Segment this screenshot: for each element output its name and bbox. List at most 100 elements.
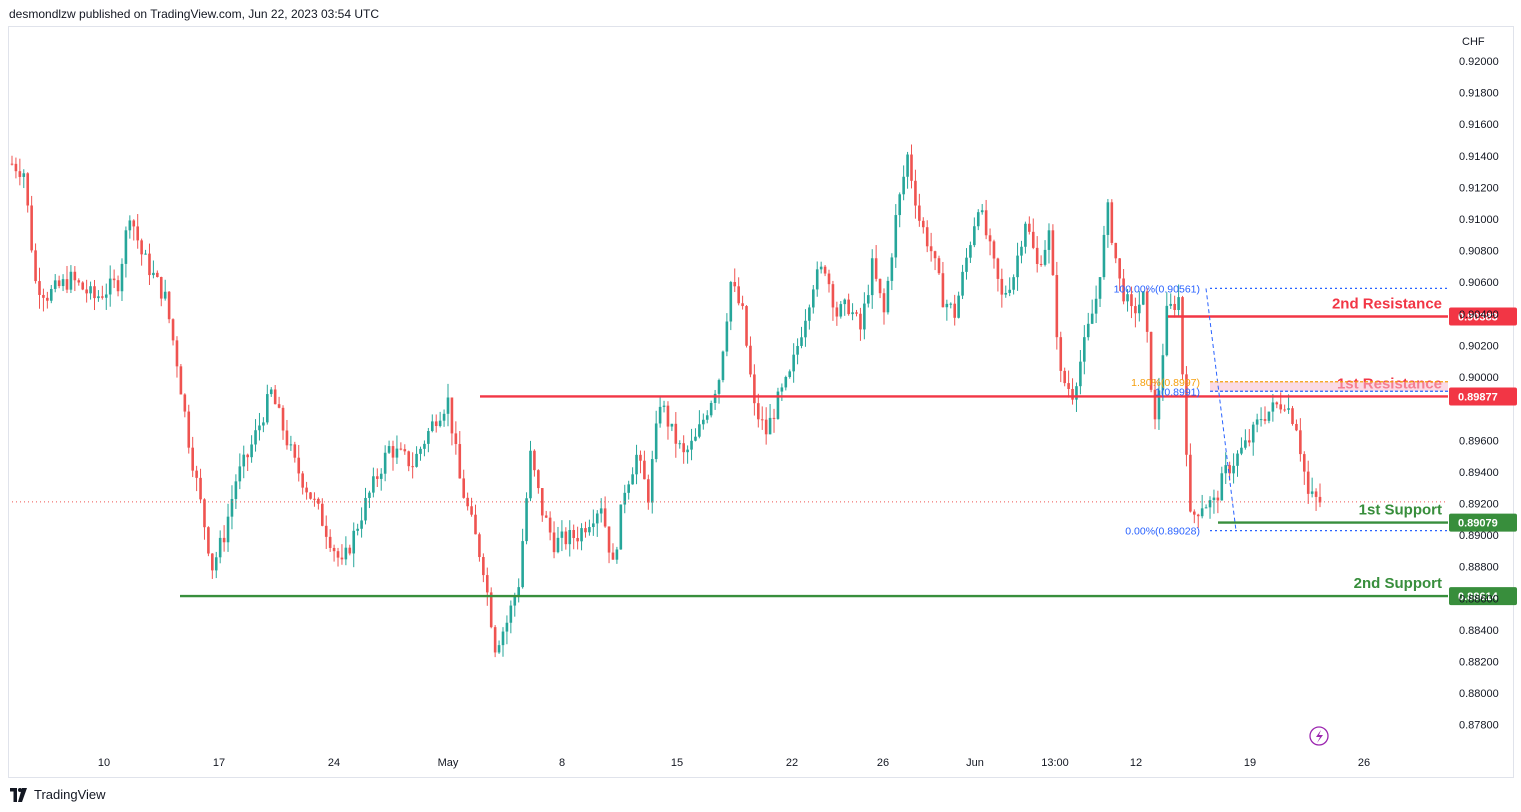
candle-up bbox=[784, 376, 788, 388]
price-tick-label: 0.89600 bbox=[1459, 435, 1499, 447]
candle-up bbox=[442, 413, 446, 421]
candle-down bbox=[682, 443, 685, 453]
price-tick-label: 0.89400 bbox=[1459, 467, 1499, 479]
candle-down bbox=[1035, 247, 1039, 264]
price-tick-label: 0.90000 bbox=[1459, 372, 1499, 384]
candle-down bbox=[1051, 230, 1055, 276]
candle-up bbox=[356, 528, 359, 531]
candle-down bbox=[1063, 370, 1066, 384]
candle-up bbox=[1141, 291, 1145, 305]
candle-up bbox=[124, 230, 128, 264]
candle-down bbox=[1181, 297, 1184, 375]
candle-down bbox=[882, 293, 886, 313]
candle-down bbox=[760, 419, 764, 421]
candle-down bbox=[81, 282, 85, 290]
price-tick-label: 0.90200 bbox=[1459, 340, 1499, 352]
candle-down bbox=[1153, 389, 1157, 420]
currency-label: CHF bbox=[1462, 36, 1485, 48]
candle-up bbox=[372, 476, 375, 493]
candle-down bbox=[1185, 374, 1188, 455]
candle-down bbox=[485, 575, 489, 593]
candle-up bbox=[713, 393, 717, 403]
candle-down bbox=[1149, 331, 1153, 390]
candle-up bbox=[1267, 411, 1271, 421]
candle-down bbox=[85, 289, 88, 294]
candle-up bbox=[658, 406, 662, 424]
candle-down bbox=[462, 478, 466, 498]
candle-up bbox=[843, 299, 847, 305]
candle-up bbox=[427, 431, 430, 444]
candle-down bbox=[584, 528, 587, 533]
lightning-icon[interactable] bbox=[1309, 726, 1329, 746]
candle-down bbox=[1059, 337, 1063, 371]
candle-down bbox=[46, 297, 49, 301]
brand-footer[interactable]: TradingView bbox=[10, 787, 106, 802]
candle-down bbox=[167, 291, 171, 320]
candle-down bbox=[1031, 231, 1035, 248]
candle-down bbox=[281, 407, 285, 431]
candle-up bbox=[61, 279, 65, 287]
candle-down bbox=[1071, 388, 1074, 400]
candle-down bbox=[1283, 409, 1286, 411]
price-tick-label: 0.91400 bbox=[1459, 151, 1499, 163]
candle-up bbox=[1224, 465, 1228, 474]
candle-down bbox=[191, 447, 194, 471]
price-tick-label: 0.88800 bbox=[1459, 562, 1499, 574]
candle-down bbox=[878, 278, 882, 294]
candle-up bbox=[254, 430, 257, 445]
candle-down bbox=[478, 534, 481, 558]
candle-up bbox=[662, 405, 666, 407]
candle-down bbox=[313, 498, 316, 500]
price-tick-label: 0.89000 bbox=[1459, 530, 1499, 542]
candle-up bbox=[1043, 249, 1047, 265]
candle-up bbox=[89, 286, 92, 294]
fib-level-label: 0.00%(0.89028) bbox=[1125, 526, 1200, 538]
candle-down bbox=[564, 531, 568, 545]
candle-up bbox=[430, 421, 434, 432]
time-tick-label: 24 bbox=[328, 757, 340, 769]
candle-up bbox=[961, 271, 964, 296]
candle-down bbox=[1028, 223, 1031, 232]
candle-down bbox=[552, 532, 556, 553]
candle-down bbox=[148, 253, 151, 276]
candle-up bbox=[670, 423, 674, 427]
candle-up bbox=[505, 622, 509, 632]
candle-up bbox=[269, 389, 273, 395]
price-tick-label: 0.90800 bbox=[1459, 246, 1499, 258]
candle-down bbox=[1302, 454, 1306, 472]
candle-down bbox=[537, 470, 540, 489]
candle-up bbox=[945, 303, 949, 308]
brand-name: TradingView bbox=[34, 787, 106, 802]
time-tick-label: 26 bbox=[877, 757, 889, 769]
candle-up bbox=[870, 258, 874, 296]
candle-down bbox=[411, 466, 414, 468]
candle-down bbox=[348, 547, 352, 554]
candle-up bbox=[725, 321, 729, 352]
candle-down bbox=[988, 235, 992, 242]
candle-down bbox=[375, 476, 379, 479]
candle-up bbox=[1240, 447, 1243, 454]
candle-up bbox=[521, 541, 524, 588]
candle-down bbox=[855, 312, 858, 314]
candle-up bbox=[815, 269, 819, 290]
candle-up bbox=[395, 448, 399, 458]
candle-down bbox=[639, 454, 642, 461]
candle-down bbox=[611, 552, 615, 560]
candle-up bbox=[902, 176, 905, 195]
candle-down bbox=[1145, 291, 1149, 332]
candle-down bbox=[666, 405, 670, 427]
candle-down bbox=[222, 537, 226, 543]
candle-down bbox=[941, 273, 945, 308]
candle-up bbox=[344, 547, 348, 560]
candle-down bbox=[996, 258, 1000, 279]
candle-up bbox=[379, 473, 383, 479]
candle-up bbox=[619, 504, 623, 550]
price-tick-label: 0.89200 bbox=[1459, 498, 1499, 510]
candle-up bbox=[529, 450, 532, 499]
candle-up bbox=[780, 387, 784, 392]
candle-down bbox=[1039, 263, 1043, 265]
candle-up bbox=[800, 337, 803, 346]
candle-down bbox=[929, 246, 933, 252]
candle-down bbox=[305, 487, 308, 493]
